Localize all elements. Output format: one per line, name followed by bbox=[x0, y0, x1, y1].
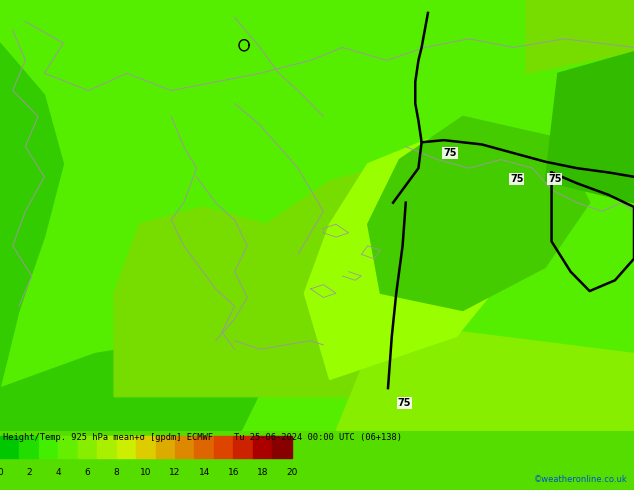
Polygon shape bbox=[304, 138, 526, 379]
Polygon shape bbox=[545, 52, 634, 203]
Polygon shape bbox=[0, 336, 266, 431]
Bar bbox=[155, 436, 175, 458]
Text: 14: 14 bbox=[198, 467, 210, 477]
Text: 8: 8 bbox=[113, 467, 120, 477]
Text: 2: 2 bbox=[27, 467, 32, 477]
Bar bbox=[195, 436, 214, 458]
Polygon shape bbox=[114, 164, 456, 397]
Text: ©weatheronline.co.uk: ©weatheronline.co.uk bbox=[534, 475, 628, 484]
Bar bbox=[0, 436, 20, 458]
Text: 20: 20 bbox=[286, 467, 297, 477]
Bar bbox=[272, 436, 292, 458]
Polygon shape bbox=[368, 117, 590, 311]
Bar bbox=[78, 436, 97, 458]
Text: 16: 16 bbox=[228, 467, 239, 477]
Text: 75: 75 bbox=[510, 174, 524, 184]
Bar bbox=[39, 436, 58, 458]
Bar bbox=[214, 436, 233, 458]
Text: 4: 4 bbox=[56, 467, 61, 477]
Text: Height/Temp. 925 hPa mean+σ [gpdm] ECMWF    Tu 25-06-2024 00:00 UTC (06+138): Height/Temp. 925 hPa mean+σ [gpdm] ECMWF… bbox=[3, 433, 402, 442]
Text: 0: 0 bbox=[0, 467, 3, 477]
Polygon shape bbox=[0, 43, 63, 388]
Bar bbox=[58, 436, 78, 458]
Polygon shape bbox=[336, 332, 634, 431]
Text: 75: 75 bbox=[548, 174, 562, 184]
Text: 6: 6 bbox=[84, 467, 91, 477]
Bar bbox=[97, 436, 117, 458]
Text: 18: 18 bbox=[257, 467, 268, 477]
Text: 12: 12 bbox=[169, 467, 181, 477]
Bar bbox=[117, 436, 136, 458]
Polygon shape bbox=[526, 0, 634, 74]
Text: 10: 10 bbox=[140, 467, 152, 477]
Text: 75: 75 bbox=[398, 398, 411, 408]
Text: 75: 75 bbox=[443, 148, 457, 158]
Bar bbox=[136, 436, 155, 458]
Bar bbox=[20, 436, 39, 458]
Polygon shape bbox=[0, 0, 634, 431]
Bar bbox=[233, 436, 253, 458]
Bar bbox=[253, 436, 272, 458]
Bar bbox=[175, 436, 195, 458]
